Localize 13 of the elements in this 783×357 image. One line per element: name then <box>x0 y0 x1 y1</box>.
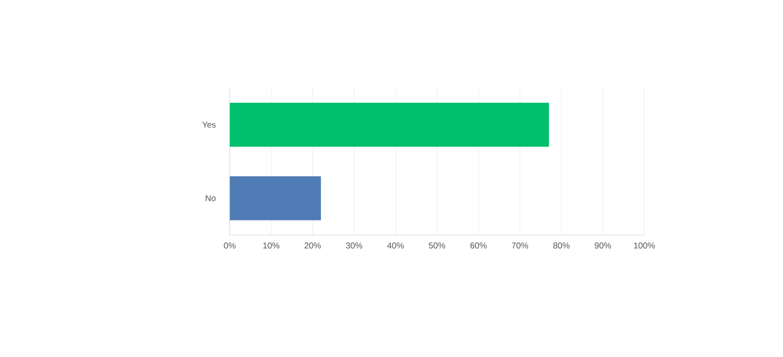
x-tick-label: 0% <box>224 242 236 249</box>
x-tick-label: 80% <box>553 242 570 249</box>
x-tick-label: 10% <box>263 242 280 249</box>
x-tick-label: 30% <box>346 242 362 249</box>
x-tick-label: 40% <box>387 242 404 249</box>
x-tick-label: 60% <box>470 242 487 249</box>
y-tick-label: No <box>206 195 216 202</box>
y-tick-label: Yes <box>202 122 216 128</box>
x-tick-label: 50% <box>428 242 446 249</box>
x-tick-label: 70% <box>512 242 528 249</box>
x-tick-label: 20% <box>304 242 321 249</box>
x-tick-label: 90% <box>594 242 612 249</box>
x-tick-label: 100% <box>634 242 655 249</box>
